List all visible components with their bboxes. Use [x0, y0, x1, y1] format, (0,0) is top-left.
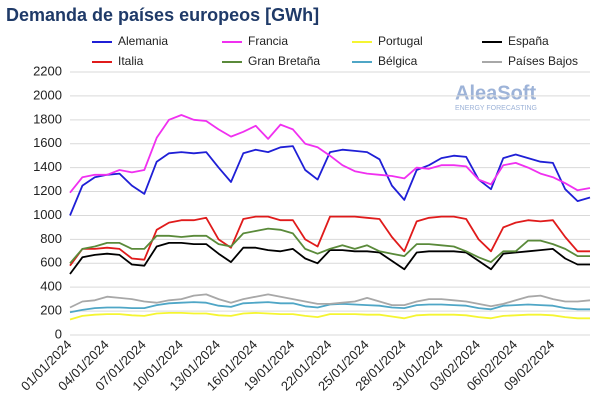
series-line: [69, 215, 590, 267]
legend-label: Alemania: [118, 34, 168, 48]
y-tick-label: 1000: [33, 207, 62, 222]
series-line: [69, 241, 590, 275]
y-tick-label: 800: [40, 231, 62, 246]
y-tick-label: 2000: [33, 87, 62, 102]
legend-label: Portugal: [378, 34, 423, 48]
legend-label: Italia: [118, 54, 144, 68]
series-line: [69, 145, 591, 216]
logo-tagline: ENERGY FORECASTING: [455, 105, 537, 112]
legend-label: Bélgica: [378, 54, 418, 68]
y-tick-label: 400: [40, 279, 62, 294]
y-tick-label: 1200: [33, 183, 62, 198]
chart-title: Demanda de países europeos [GWh]: [6, 5, 319, 25]
y-tick-label: 1400: [33, 159, 62, 174]
legend-label: Francia: [248, 34, 288, 48]
y-tick-label: 200: [40, 303, 62, 318]
series-line: [69, 293, 591, 309]
logo-name: AleaSoft: [455, 82, 536, 104]
series-line: [69, 227, 590, 264]
y-tick-label: 1600: [33, 135, 62, 150]
legend-label: Países Bajos: [508, 54, 578, 68]
series-line: [69, 311, 590, 321]
y-tick-label: 0: [55, 326, 62, 341]
series-line: [69, 114, 591, 194]
y-tick-label: 2200: [33, 63, 62, 78]
legend-label: Gran Bretaña: [248, 54, 320, 68]
legend-label: España: [508, 34, 549, 48]
y-tick-label: 1800: [33, 111, 62, 126]
y-tick-label: 600: [40, 255, 62, 270]
